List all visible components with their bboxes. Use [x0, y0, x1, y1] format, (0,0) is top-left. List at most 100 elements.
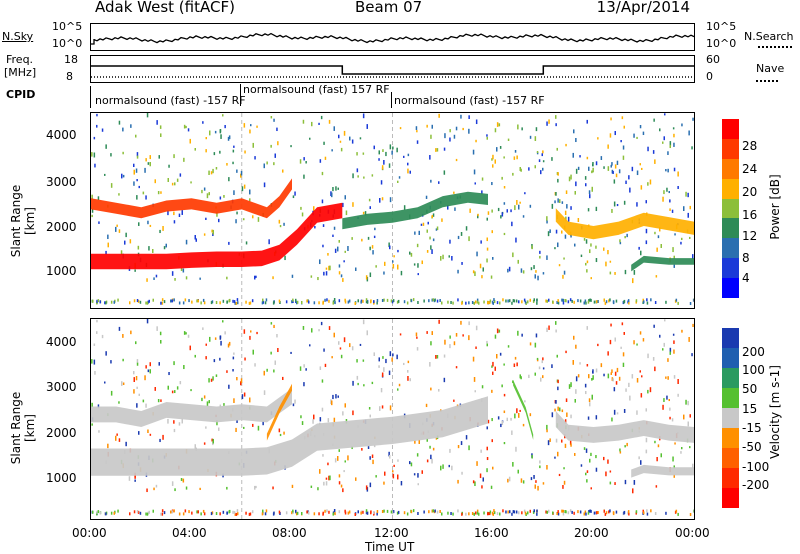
scatter-cell	[168, 164, 170, 168]
scatter-cell	[117, 298, 119, 302]
scatter-cell	[261, 301, 264, 305]
scatter-cell	[687, 400, 689, 406]
scatter-cell	[515, 510, 518, 514]
scatter-cell	[392, 264, 395, 269]
scatter-cell	[303, 364, 305, 368]
scatter-cell	[309, 344, 311, 347]
scatter-cell	[180, 478, 183, 481]
scatter-cell	[251, 510, 254, 514]
scatter-cell	[118, 326, 121, 331]
scatter-cell	[580, 464, 583, 467]
velocity-ytick-3000: 3000	[46, 380, 77, 394]
velocity-cb-tick-15: 15	[742, 402, 758, 416]
scatter-cell	[417, 483, 419, 486]
scatter-cell	[613, 179, 616, 184]
scatter-cell	[398, 176, 401, 179]
scatter-cell	[621, 322, 624, 326]
scatter-cell	[688, 130, 690, 136]
scatter-cell	[391, 300, 394, 304]
scatter-cell	[575, 168, 578, 174]
scatter-cell	[110, 360, 112, 364]
scatter-cell	[232, 149, 235, 153]
scatter-cell	[539, 255, 541, 259]
scatter-cell	[223, 195, 225, 198]
scatter-cell	[105, 144, 107, 149]
scatter-cell	[429, 445, 431, 449]
scatter-cell	[338, 341, 340, 345]
scatter-cell	[306, 299, 308, 303]
scatter-cell	[147, 369, 150, 373]
scatter-cell	[296, 511, 299, 515]
scatter-cell	[639, 163, 641, 166]
scatter-cell	[99, 300, 101, 304]
scatter-cell	[149, 224, 152, 227]
scatter-cell	[444, 133, 446, 139]
scatter-cell	[285, 511, 288, 515]
scatter-cell	[232, 299, 234, 303]
scatter-cell	[255, 485, 257, 489]
scatter-cell	[171, 390, 174, 394]
scatter-cell	[590, 243, 592, 247]
scatter-cell	[167, 210, 169, 216]
scatter-cell	[476, 298, 479, 302]
scatter-cell	[443, 354, 446, 358]
scatter-cell	[505, 299, 507, 303]
scatter-cell	[610, 323, 612, 327]
scatter-cell	[187, 128, 190, 132]
nsearch-label: N.Search	[744, 30, 794, 43]
scatter-cell	[319, 417, 322, 422]
scatter-cell	[556, 147, 558, 151]
scatter-cell	[367, 446, 370, 449]
scatter-cell	[277, 141, 279, 146]
scatter-cell	[369, 246, 371, 251]
scatter-cell	[249, 189, 251, 195]
cpid-segment-2: normalsound (fast) 157 RF	[243, 83, 390, 96]
scatter-cell	[311, 328, 313, 333]
velocity-cb-tick-minus50: -50	[742, 440, 762, 454]
scatter-cell	[564, 443, 567, 448]
scatter-cell	[219, 129, 222, 133]
scatter-cell	[149, 362, 151, 367]
scatter-cell	[449, 129, 451, 133]
scatter-cell	[93, 343, 96, 346]
scatter-cell	[520, 478, 523, 483]
scatter-cell	[373, 300, 375, 304]
scatter-cell	[165, 243, 167, 248]
scatter-cell	[432, 238, 435, 242]
scatter-cell	[228, 384, 230, 389]
scatter-cell	[208, 378, 210, 383]
scatter-cell	[627, 299, 630, 303]
scatter-cell	[562, 298, 564, 302]
nsky-tick-top: 10^5	[52, 20, 83, 33]
scatter-cell	[535, 480, 537, 483]
scatter-cell	[262, 511, 265, 515]
scatter-cell	[563, 467, 565, 470]
cpid-divider-3	[391, 92, 392, 108]
scatter-cell	[566, 204, 568, 209]
scatter-cell	[481, 177, 484, 181]
scatter-cell	[290, 351, 292, 354]
scatter-cell	[338, 299, 341, 303]
scatter-cell	[212, 168, 214, 174]
scatter-cell	[667, 168, 669, 173]
scatter-cell	[292, 509, 294, 513]
scatter-cell	[320, 321, 323, 326]
scatter-cell	[362, 113, 365, 119]
velocity-ytick-2000: 2000	[46, 426, 77, 440]
scatter-cell	[491, 230, 493, 234]
scatter-cell	[285, 300, 288, 304]
scatter-cell	[511, 430, 513, 435]
scatter-cell	[365, 298, 368, 302]
scatter-cell	[381, 197, 384, 201]
scatter-cell	[187, 334, 190, 338]
scatter-cell	[472, 480, 475, 484]
scatter-cell	[444, 339, 446, 345]
scatter-cell	[498, 329, 501, 333]
scatter-cell	[588, 510, 590, 514]
scatter-cell	[486, 247, 489, 251]
scatter-cell	[372, 459, 374, 465]
scatter-cell	[557, 512, 560, 516]
scatter-cell	[477, 214, 479, 219]
scatter-cell	[203, 233, 206, 236]
echo-band	[631, 464, 694, 478]
